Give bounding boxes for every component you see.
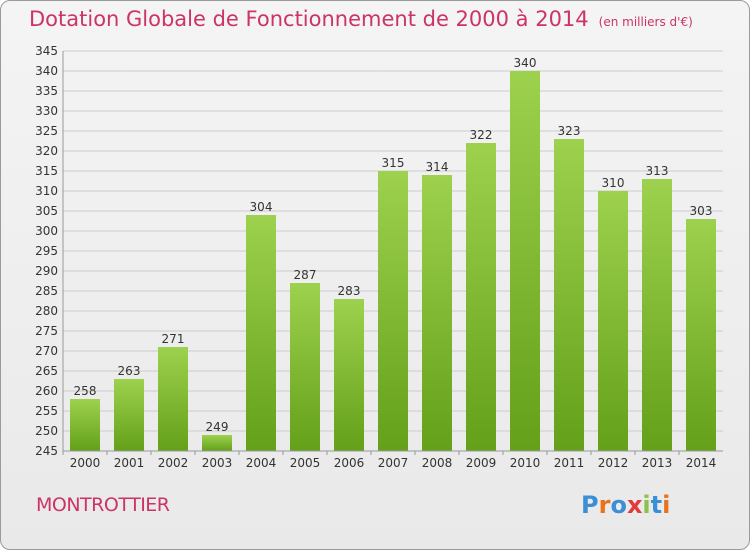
bar-2013 xyxy=(642,179,672,451)
value-label-2014: 303 xyxy=(690,204,713,218)
bar-2009 xyxy=(466,143,496,451)
y-tick-label: 320 xyxy=(35,144,58,158)
logo-letter: o xyxy=(610,491,627,519)
bar-2011 xyxy=(554,139,584,451)
logo-letter: i xyxy=(642,491,651,519)
bar-2014 xyxy=(686,219,716,451)
x-tick-label-2007: 2007 xyxy=(378,456,409,470)
unit-note: (en milliers d'€) xyxy=(598,15,693,29)
value-label-2000: 258 xyxy=(74,384,97,398)
y-tick-label: 255 xyxy=(35,404,58,418)
x-tick-label-2012: 2012 xyxy=(598,456,629,470)
value-label-2005: 287 xyxy=(294,268,317,282)
y-tick-label: 245 xyxy=(35,444,58,458)
value-label-2009: 322 xyxy=(470,128,493,142)
y-tick-label: 295 xyxy=(35,244,58,258)
y-tick-label: 265 xyxy=(35,364,58,378)
y-tick-label: 275 xyxy=(35,324,58,338)
bar-2002 xyxy=(158,347,188,451)
y-tick-label: 310 xyxy=(35,184,58,198)
y-tick-label: 345 xyxy=(35,44,58,58)
value-label-2012: 310 xyxy=(602,176,625,190)
bar-2012 xyxy=(598,191,628,451)
value-label-2007: 315 xyxy=(382,156,405,170)
y-tick-label: 315 xyxy=(35,164,58,178)
bar-2004 xyxy=(246,215,276,451)
value-label-2008: 314 xyxy=(426,160,449,174)
value-label-2011: 323 xyxy=(558,124,581,138)
commune-name: MONTROTTIER xyxy=(36,494,170,516)
x-tick-label-2002: 2002 xyxy=(158,456,189,470)
x-tick-label-2008: 2008 xyxy=(422,456,453,470)
value-label-2010: 340 xyxy=(514,56,537,70)
x-tick-label-2004: 2004 xyxy=(246,456,277,470)
x-axis: 2000 2001 2002 2003 2004 2005 2006 2007 2008 2009… xyxy=(62,450,723,470)
chart-title: Dotation Globale de Fonctionnement de 20… xyxy=(29,7,693,31)
value-label-2013: 313 xyxy=(646,164,669,178)
x-tick-label-2011: 2011 xyxy=(554,456,585,470)
x-tick-label-2014: 2014 xyxy=(686,456,717,470)
bar-2010 xyxy=(510,71,540,451)
title-text: Dotation Globale de Fonctionnement de 20… xyxy=(29,7,589,31)
logo-letter: i xyxy=(662,491,671,519)
bar-2006 xyxy=(334,299,364,451)
value-labels: 258 263 271 249 304 287 283 315 314 322 340 323 310 3… xyxy=(74,56,713,434)
x-tick-label-2006: 2006 xyxy=(334,456,365,470)
y-tick-label: 340 xyxy=(35,64,58,78)
logo-letter: t xyxy=(650,491,663,519)
y-axis: 245 250 255 260 265 270 275 280 285 290 295 300 305 3… xyxy=(35,44,64,458)
value-label-2001: 263 xyxy=(118,364,141,378)
y-tick-label: 330 xyxy=(35,104,58,118)
y-tick-label: 280 xyxy=(35,304,58,318)
y-tick-label: 285 xyxy=(35,284,58,298)
logo-letter: r xyxy=(598,491,611,519)
bar-2007 xyxy=(378,171,408,451)
y-tick-label: 260 xyxy=(35,384,58,398)
bars xyxy=(70,71,716,451)
bar-2008 xyxy=(422,175,452,451)
x-tick-label-2009: 2009 xyxy=(466,456,497,470)
bar-2005 xyxy=(290,283,320,451)
y-tick-label: 250 xyxy=(35,424,58,438)
x-tick-label-2005: 2005 xyxy=(290,456,321,470)
value-label-2006: 283 xyxy=(338,284,361,298)
bar-2001 xyxy=(114,379,144,451)
x-tick-label-2010: 2010 xyxy=(510,456,541,470)
y-tick-label: 325 xyxy=(35,124,58,138)
x-tick-label-2001: 2001 xyxy=(114,456,145,470)
value-label-2004: 304 xyxy=(250,200,273,214)
x-tick-label-2013: 2013 xyxy=(642,456,673,470)
y-tick-label: 270 xyxy=(35,344,58,358)
logo-letter: P xyxy=(581,491,599,519)
bar-2000 xyxy=(70,399,100,451)
y-tick-label: 305 xyxy=(35,204,58,218)
proxiti-logo: Proxiti xyxy=(581,491,670,519)
bar-2003 xyxy=(202,435,232,451)
y-tick-label: 335 xyxy=(35,84,58,98)
value-label-2002: 271 xyxy=(162,332,185,346)
x-tick-label-2003: 2003 xyxy=(202,456,233,470)
value-label-2003: 249 xyxy=(206,420,229,434)
logo-letter: x xyxy=(626,491,643,519)
y-tick-label: 300 xyxy=(35,224,58,238)
y-tick-label: 290 xyxy=(35,264,58,278)
x-tick-label-2000: 2000 xyxy=(70,456,101,470)
